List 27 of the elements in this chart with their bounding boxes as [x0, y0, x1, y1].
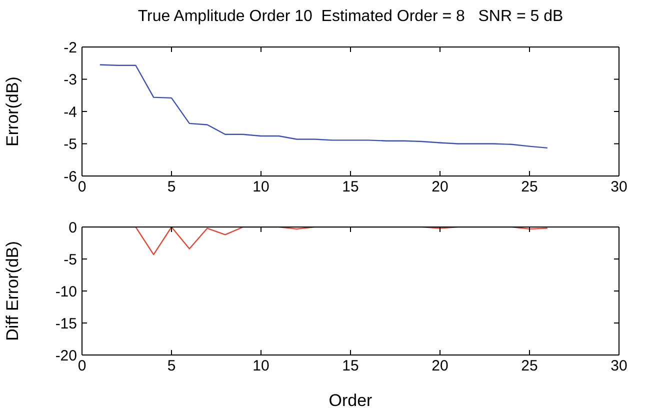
y-tick-label: -10 — [55, 283, 77, 300]
chart-title: True Amplitude Order 10 Estimated Order = 8 SNR = 5 dB — [136, 8, 564, 26]
x-tick-label: 10 — [252, 178, 270, 196]
x-tick-label: 20 — [432, 178, 448, 196]
y-tick-label: -3 — [64, 72, 77, 89]
y-axis-title: Error(dB) — [3, 76, 22, 146]
y-tick-label: -2 — [64, 39, 77, 56]
x-tick-label: 10 — [252, 358, 270, 375]
y-tick-label: 0 — [68, 219, 77, 236]
y-tick-label: -5 — [64, 136, 77, 154]
x-tick-label: 25 — [521, 178, 538, 196]
y-tick-label: -5 — [64, 251, 77, 268]
x-tick-label: 30 — [610, 178, 628, 196]
x-tick-label: 30 — [610, 358, 628, 375]
y-tick-label: -20 — [55, 347, 77, 364]
x-tick-label: 5 — [167, 178, 176, 196]
y-tick-label: -15 — [55, 315, 77, 332]
x-axis-title: Order — [328, 391, 373, 408]
x-tick-label: 15 — [342, 358, 359, 375]
y-tick-label: -6 — [64, 168, 77, 186]
x-tick-label: 20 — [432, 358, 448, 375]
y-tick-label: -4 — [64, 104, 77, 121]
line-series — [99, 64, 548, 149]
y-axis-title: Diff Error(dB) — [3, 241, 22, 341]
x-tick-label: 25 — [521, 358, 538, 375]
x-tick-label: 15 — [342, 178, 359, 196]
x-tick-label: 5 — [167, 358, 176, 375]
